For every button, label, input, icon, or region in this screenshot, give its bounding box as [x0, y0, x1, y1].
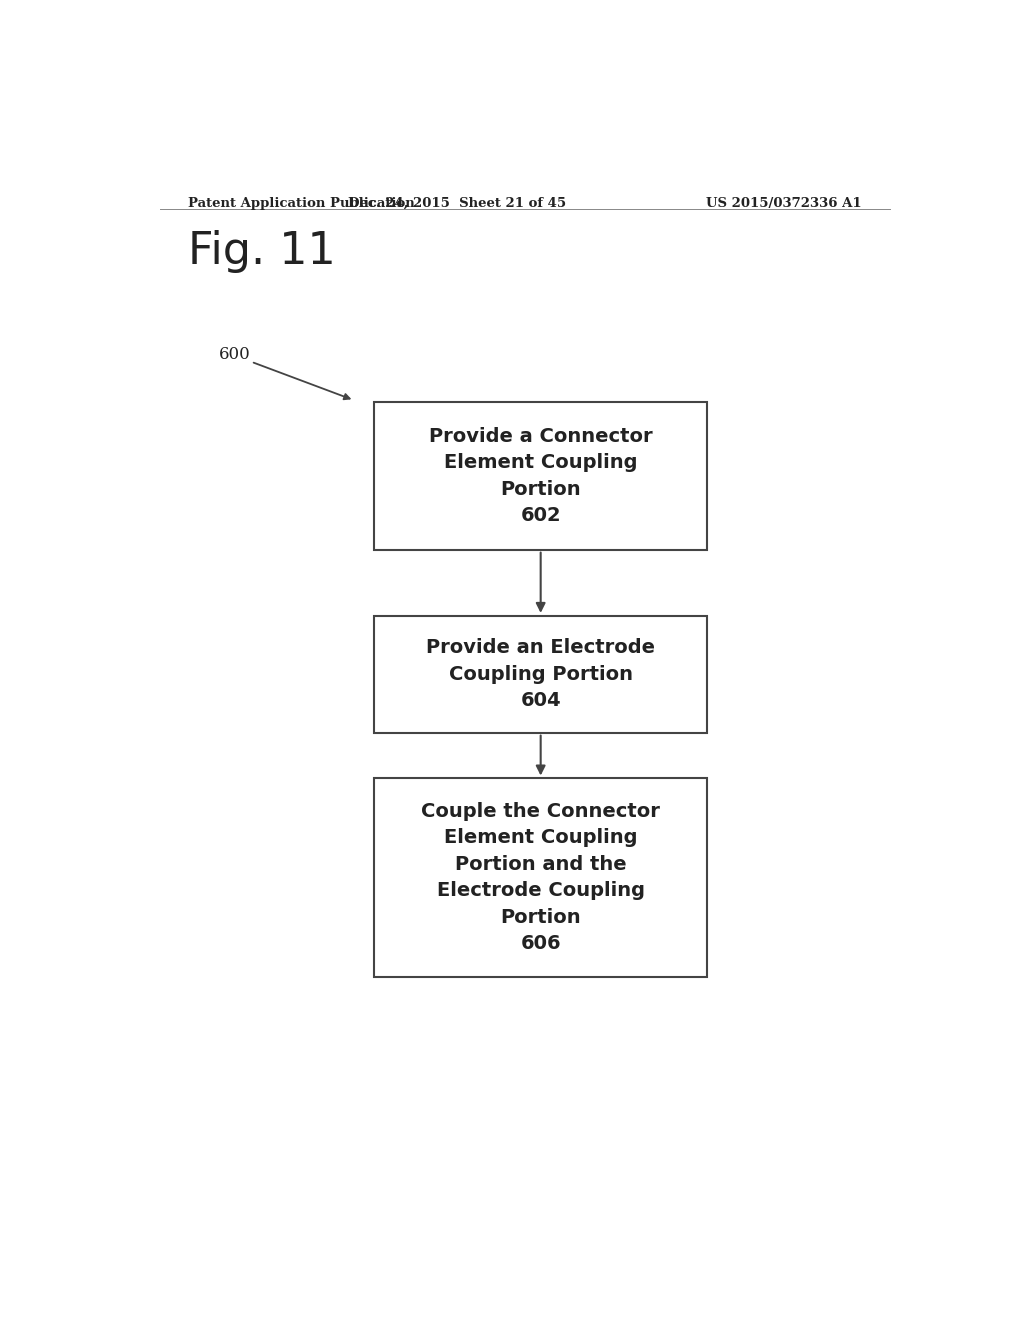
Text: 600: 600 — [219, 346, 251, 363]
Text: Patent Application Publication: Patent Application Publication — [187, 197, 415, 210]
FancyBboxPatch shape — [374, 403, 708, 549]
Text: US 2015/0372336 A1: US 2015/0372336 A1 — [707, 197, 862, 210]
FancyBboxPatch shape — [374, 779, 708, 977]
Text: Dec. 24, 2015  Sheet 21 of 45: Dec. 24, 2015 Sheet 21 of 45 — [348, 197, 566, 210]
Text: Provide an Electrode
Coupling Portion
604: Provide an Electrode Coupling Portion 60… — [426, 639, 655, 710]
FancyBboxPatch shape — [374, 615, 708, 733]
Text: Fig. 11: Fig. 11 — [187, 230, 335, 272]
Text: Provide a Connector
Element Coupling
Portion
602: Provide a Connector Element Coupling Por… — [429, 426, 652, 525]
Text: Couple the Connector
Element Coupling
Portion and the
Electrode Coupling
Portion: Couple the Connector Element Coupling Po… — [421, 801, 660, 953]
